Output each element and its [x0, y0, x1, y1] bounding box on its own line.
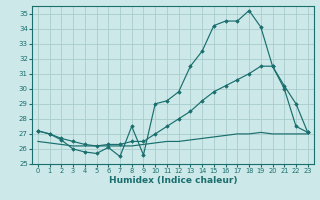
X-axis label: Humidex (Indice chaleur): Humidex (Indice chaleur)	[108, 176, 237, 185]
